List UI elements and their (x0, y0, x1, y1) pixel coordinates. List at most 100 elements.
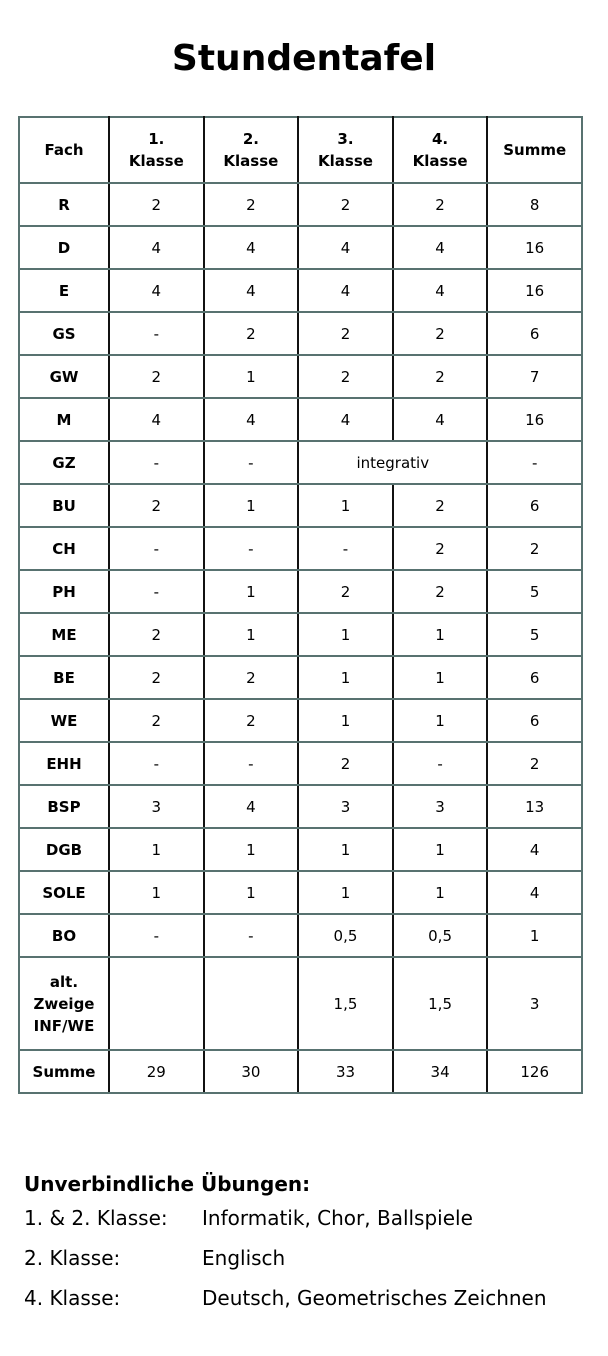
hours-cell: 4 (391, 268, 489, 313)
table-row: E 4 4 4 4 16 (18, 268, 583, 313)
hours-cell: 2 (297, 182, 394, 227)
hours-cell: 2 (202, 655, 300, 700)
table-row: SOLE 1 1 1 1 4 (18, 870, 583, 915)
hours-cell: 1 (391, 870, 489, 915)
note-value: Informatik, Chor, Ballspiele (202, 1206, 473, 1230)
hours-cell: 4 (202, 397, 300, 442)
hours-cell: 4 (108, 268, 205, 313)
hours-cell: 1,5 (391, 956, 489, 1051)
hours-cell: - (391, 741, 489, 786)
table-row: D 4 4 4 4 16 (18, 225, 583, 270)
hours-cell: 4 (108, 225, 205, 270)
hours-cell: 13 (486, 784, 583, 829)
note-value: Deutsch, Geometrisches Zeichnen (202, 1286, 547, 1310)
hours-cell: - (108, 526, 205, 571)
hours-cell: 2 (391, 569, 489, 614)
hours-cell: 2 (391, 182, 489, 227)
table-row: Summe 29 30 33 34 126 (18, 1049, 583, 1094)
subject-cell: GZ (18, 440, 110, 485)
subject-cell: GS (18, 311, 110, 356)
hours-cell: 2 (202, 182, 300, 227)
table-row: ME 2 1 1 1 5 (18, 612, 583, 657)
hours-cell: 6 (486, 311, 583, 356)
hours-cell: 5 (486, 612, 583, 657)
hours-cell: 16 (486, 397, 583, 442)
hours-cell: 16 (486, 268, 583, 313)
column-header: 4. Klasse (391, 116, 489, 184)
column-header: 1. Klasse (108, 116, 205, 184)
table-row: BO - -0,5 0,5 1 (18, 913, 583, 958)
note-item: 1. & 2. Klasse: Informatik, Chor, Ballspi… (24, 1206, 547, 1246)
hours-cell: 1 (297, 698, 394, 743)
hours-cell: 2 (486, 741, 583, 786)
hours-cell: 1 (391, 612, 489, 657)
hours-cell (202, 956, 300, 1051)
table-row: GW 2 1 2 2 7 (18, 354, 583, 399)
hours-cell: - (108, 741, 205, 786)
hours-cell: - (202, 741, 300, 786)
table-row: GS -2 2 2 6 (18, 311, 583, 356)
hours-cell: - (202, 440, 300, 485)
note-label: 2. Klasse: (24, 1246, 121, 1270)
subject-cell: E (18, 268, 110, 313)
hours-cell: 3 (391, 784, 489, 829)
hours-cell: 2 (391, 483, 489, 528)
column-header: Fach (18, 116, 110, 184)
subject-cell: Summe (18, 1049, 110, 1094)
hours-cell: 6 (486, 483, 583, 528)
hours-cell: 1 (108, 827, 205, 872)
hours-cell: - (486, 440, 583, 485)
hours-cell: 1 (202, 354, 300, 399)
subject-cell: BO (18, 913, 110, 958)
hours-cell: - (202, 526, 300, 571)
hours-cell: 29 (108, 1049, 205, 1094)
hours-cell: - (108, 311, 205, 356)
table-row: CH - - -2 2 (18, 526, 583, 571)
hours-cell: 3 (297, 784, 394, 829)
hours-cell: 2 (108, 182, 205, 227)
hours-cell: 1,5 (297, 956, 394, 1051)
hours-cell: 1 (202, 569, 300, 614)
table-row: alt. Zweige INF/WE 1,5 1,5 3 (18, 956, 583, 1051)
hours-cell: 2 (297, 569, 394, 614)
timetable: Fach 1. Klasse 2. Klasse 3. Klasse 4. Klasse… (18, 116, 583, 1094)
hours-cell: 30 (202, 1049, 300, 1094)
hours-cell: 2 (108, 354, 205, 399)
hours-cell: 1 (297, 612, 394, 657)
hours-cell: 1 (297, 655, 394, 700)
hours-cell: 2 (391, 526, 489, 571)
subject-cell: BE (18, 655, 110, 700)
hours-cell: 6 (486, 698, 583, 743)
subject-cell: CH (18, 526, 110, 571)
hours-cell: - (108, 913, 205, 958)
subject-cell: SOLE (18, 870, 110, 915)
subject-cell: BSP (18, 784, 110, 829)
hours-cell: 4 (202, 268, 300, 313)
hours-cell: 1 (486, 913, 583, 958)
hours-cell: 4 (486, 827, 583, 872)
note-value: Englisch (202, 1246, 286, 1270)
hours-cell: 1 (202, 870, 300, 915)
hours-cell: 4 (297, 397, 394, 442)
note-label: 4. Klasse: (24, 1286, 121, 1310)
table-row: WE 2 2 1 1 6 (18, 698, 583, 743)
note-item: 2. Klasse: Englisch (24, 1246, 547, 1286)
hours-cell: 6 (486, 655, 583, 700)
hours-cell: 2 (297, 311, 394, 356)
table-row: DGB 1 1 1 1 4 (18, 827, 583, 872)
hours-cell: 2 (486, 526, 583, 571)
hours-cell: 8 (486, 182, 583, 227)
page-title: Stundentafel (171, 38, 437, 79)
hours-cell: 4 (297, 225, 394, 270)
hours-cell: 1 (297, 483, 394, 528)
hours-cell: 1 (391, 827, 489, 872)
subject-cell: ME (18, 612, 110, 657)
hours-cell: 1 (297, 827, 394, 872)
hours-cell: - (202, 913, 300, 958)
hours-cell: 1 (108, 870, 205, 915)
hours-cell: 4 (108, 397, 205, 442)
table-row: BSP 3 4 3 3 13 (18, 784, 583, 829)
hours-cell: 4 (391, 225, 489, 270)
hours-cell: 2 (391, 354, 489, 399)
